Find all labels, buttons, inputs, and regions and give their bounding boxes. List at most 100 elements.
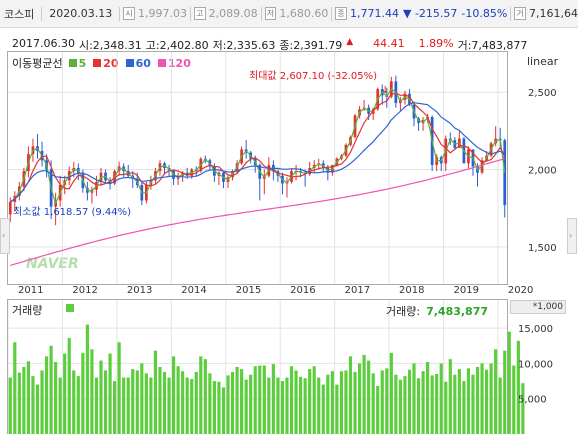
info-open: 시:2,348.31	[78, 39, 142, 52]
open-icon: 시	[123, 7, 135, 20]
volume-bar	[44, 356, 49, 434]
volume-axis-labels: 15,000 10,000 5,000	[518, 324, 553, 406]
volume-bar	[244, 379, 248, 434]
volume-bar	[108, 353, 112, 434]
volume-bar	[199, 356, 203, 434]
volume-bar	[162, 371, 167, 434]
scale-toggle[interactable]: linear	[527, 55, 559, 68]
price-plot-frame	[7, 51, 508, 285]
ma120-line	[10, 158, 505, 266]
volume-bar	[308, 369, 312, 434]
volume-bar	[335, 384, 339, 434]
volume-bar	[226, 375, 230, 434]
volume-bar	[344, 370, 348, 434]
volume-bar	[212, 381, 216, 434]
volume-bar	[22, 366, 26, 434]
quote-date: 2020.03.13	[49, 7, 113, 20]
volume-bar	[330, 371, 334, 434]
volume-bar	[498, 377, 502, 434]
volume-bar	[67, 338, 71, 434]
volume-bar	[484, 369, 489, 434]
info-volume: 거:7,483,877	[457, 39, 528, 52]
volume-bar	[54, 362, 58, 434]
candle-info-line: 2017.06.30 시:2,348.31 고:2,402.80 저:2,335…	[12, 37, 572, 53]
info-close: 종:2,391.79	[279, 39, 343, 52]
volume-bar	[35, 384, 40, 434]
x-tick-label: 2016	[290, 285, 315, 296]
volume-bar	[117, 342, 121, 434]
volume-bar	[421, 371, 425, 434]
volume-bar	[480, 363, 484, 434]
volume-bar	[362, 354, 366, 434]
volume-bar	[357, 363, 362, 434]
volume-bar	[221, 387, 226, 434]
volume-bar	[376, 386, 380, 434]
volume-bar	[448, 359, 452, 434]
volume-bar	[312, 366, 316, 434]
volume-bar	[126, 377, 130, 434]
ma120-swatch	[157, 59, 166, 67]
volume-bar	[412, 363, 416, 434]
volume-bar	[280, 381, 285, 434]
volume-bar	[371, 373, 375, 434]
ma120-value[interactable]: 120	[167, 56, 191, 70]
volume-y-tick-label: 10,000	[518, 359, 553, 370]
ma5-value[interactable]: 5	[78, 56, 87, 70]
candle-body	[8, 202, 12, 215]
scroll-left-tab[interactable]: ‹	[0, 218, 10, 254]
price-grid	[7, 52, 507, 434]
volume-bar	[153, 350, 158, 434]
volume-bar	[176, 366, 180, 434]
volume-bar	[249, 374, 253, 434]
x-tick-label: 2020	[508, 285, 533, 296]
info-date: 2017.06.30	[12, 37, 75, 50]
volume-bar	[380, 370, 384, 434]
moving-average-legend: 이동평균선 5 20 60 120	[12, 55, 198, 71]
ma5-swatch	[68, 59, 77, 67]
volume-bar	[294, 370, 298, 434]
volume-bar	[503, 350, 507, 434]
volume-y-tick-label: 15,000	[518, 324, 553, 335]
volume-y-tick-label: 5,000	[518, 395, 547, 406]
volume-bar	[398, 379, 402, 434]
volume-bar	[512, 365, 516, 434]
volume-bar	[31, 376, 35, 434]
ma20-value[interactable]: 20	[103, 56, 119, 70]
volume-info-label: 거래량:	[386, 305, 421, 318]
change-rate: -10.85%	[461, 7, 508, 20]
volume-bar	[72, 370, 76, 434]
volume-bar	[367, 360, 371, 434]
volume-unit: *1,000	[510, 300, 566, 314]
volume-bar	[289, 366, 294, 434]
ma20-swatch	[93, 59, 102, 67]
volume-bar	[194, 371, 198, 434]
volume-bar	[299, 376, 303, 434]
volume-bar	[171, 356, 176, 434]
scroll-right-tab[interactable]: ›	[567, 218, 577, 254]
open-value: 1,997.03	[137, 7, 187, 20]
volume-bar	[167, 377, 171, 434]
volume-bar	[103, 370, 108, 434]
volume-info-value: 7,483,877	[426, 305, 489, 318]
volume-bar	[276, 377, 280, 434]
volume-bar	[40, 370, 44, 434]
volume-bar	[63, 353, 67, 434]
max-arrow-icon: ↓	[381, 85, 389, 96]
volume-bar	[217, 381, 221, 434]
chevron-left-icon: ‹	[2, 231, 6, 240]
ma-line	[9, 92, 506, 203]
volume-bar	[462, 381, 466, 434]
volume-bar	[507, 331, 511, 434]
ma60-value[interactable]: 60	[135, 56, 151, 70]
close-price-icon: 종	[335, 7, 348, 20]
ma-label: 이동평균선	[12, 57, 63, 70]
volume-bar	[439, 363, 443, 434]
volume-bar	[471, 374, 475, 434]
volume-bar	[135, 370, 139, 434]
x-tick-label: 2018	[399, 285, 424, 296]
volume-bar	[99, 360, 103, 434]
volume-info: 거래량: 7,483,877	[386, 303, 488, 319]
volume-bar	[267, 377, 271, 434]
volume-bar	[453, 374, 457, 434]
volume-bar	[321, 384, 325, 434]
